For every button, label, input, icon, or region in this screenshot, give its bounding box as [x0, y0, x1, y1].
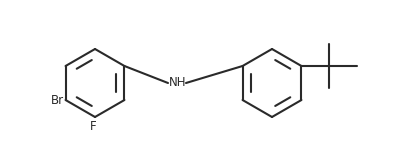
Text: NH: NH — [169, 77, 187, 89]
Text: F: F — [90, 120, 96, 133]
Text: Br: Br — [50, 93, 64, 106]
